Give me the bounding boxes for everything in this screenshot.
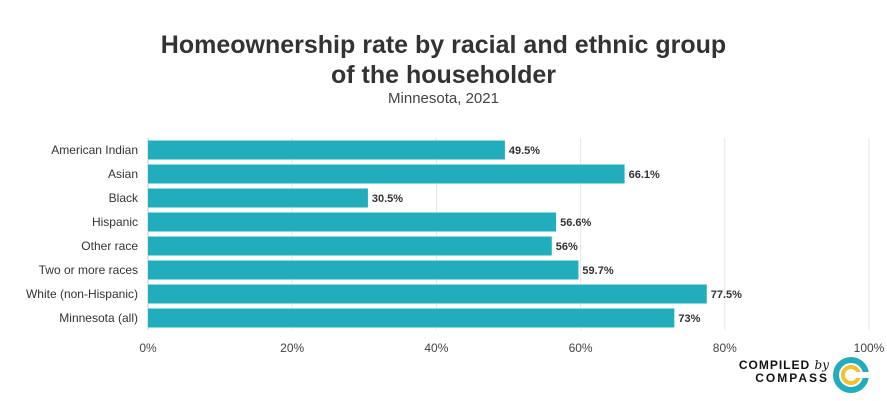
logo-compass: COMPASS bbox=[755, 371, 829, 385]
logo-by: by bbox=[814, 358, 829, 372]
compass-logo-icon bbox=[833, 357, 871, 393]
bar bbox=[148, 188, 368, 208]
data-label: 56.6% bbox=[560, 217, 591, 229]
logo-compiled: COMPILED bbox=[738, 358, 811, 372]
category-label: Hispanic bbox=[92, 215, 138, 229]
category-label: Black bbox=[109, 191, 139, 205]
category-label: White (non-Hispanic) bbox=[26, 287, 138, 301]
category-label: Two or more races bbox=[39, 263, 138, 277]
logo-text: COMPILED by COMPASS bbox=[719, 359, 829, 385]
bar bbox=[148, 308, 675, 328]
data-label: 49.5% bbox=[509, 145, 540, 157]
chart-subtitle: Minnesota, 2021 bbox=[388, 90, 499, 107]
category-label: Minnesota (all) bbox=[59, 311, 138, 325]
chart-title: Homeownership rate by racial and ethnic … bbox=[0, 30, 887, 90]
data-label: 56% bbox=[556, 241, 578, 253]
x-tick-label: 100% bbox=[854, 341, 885, 355]
x-tick-label: 40% bbox=[424, 341, 448, 355]
bar bbox=[148, 164, 625, 184]
x-tick-label: 0% bbox=[139, 341, 157, 355]
x-tick-label: 20% bbox=[280, 341, 304, 355]
chart-title-line2: of the householder bbox=[331, 61, 556, 89]
data-label: 66.1% bbox=[629, 169, 660, 181]
compass-logo: COMPILED by COMPASS bbox=[719, 355, 879, 395]
x-tick-label: 60% bbox=[569, 341, 593, 355]
bar bbox=[148, 284, 707, 304]
data-label: 59.7% bbox=[582, 265, 613, 277]
chart-title-line1: Homeownership rate by racial and ethnic … bbox=[160, 31, 727, 59]
category-label: Other race bbox=[81, 239, 138, 253]
bar bbox=[148, 140, 505, 160]
category-label: Asian bbox=[108, 167, 138, 181]
data-label: 77.5% bbox=[711, 289, 742, 301]
bar bbox=[148, 212, 557, 232]
category-label: American Indian bbox=[51, 143, 138, 157]
x-tick-label: 80% bbox=[713, 341, 737, 355]
bar bbox=[148, 260, 579, 280]
bar bbox=[148, 236, 552, 256]
data-label: 30.5% bbox=[372, 193, 403, 205]
data-label: 73% bbox=[678, 313, 700, 325]
